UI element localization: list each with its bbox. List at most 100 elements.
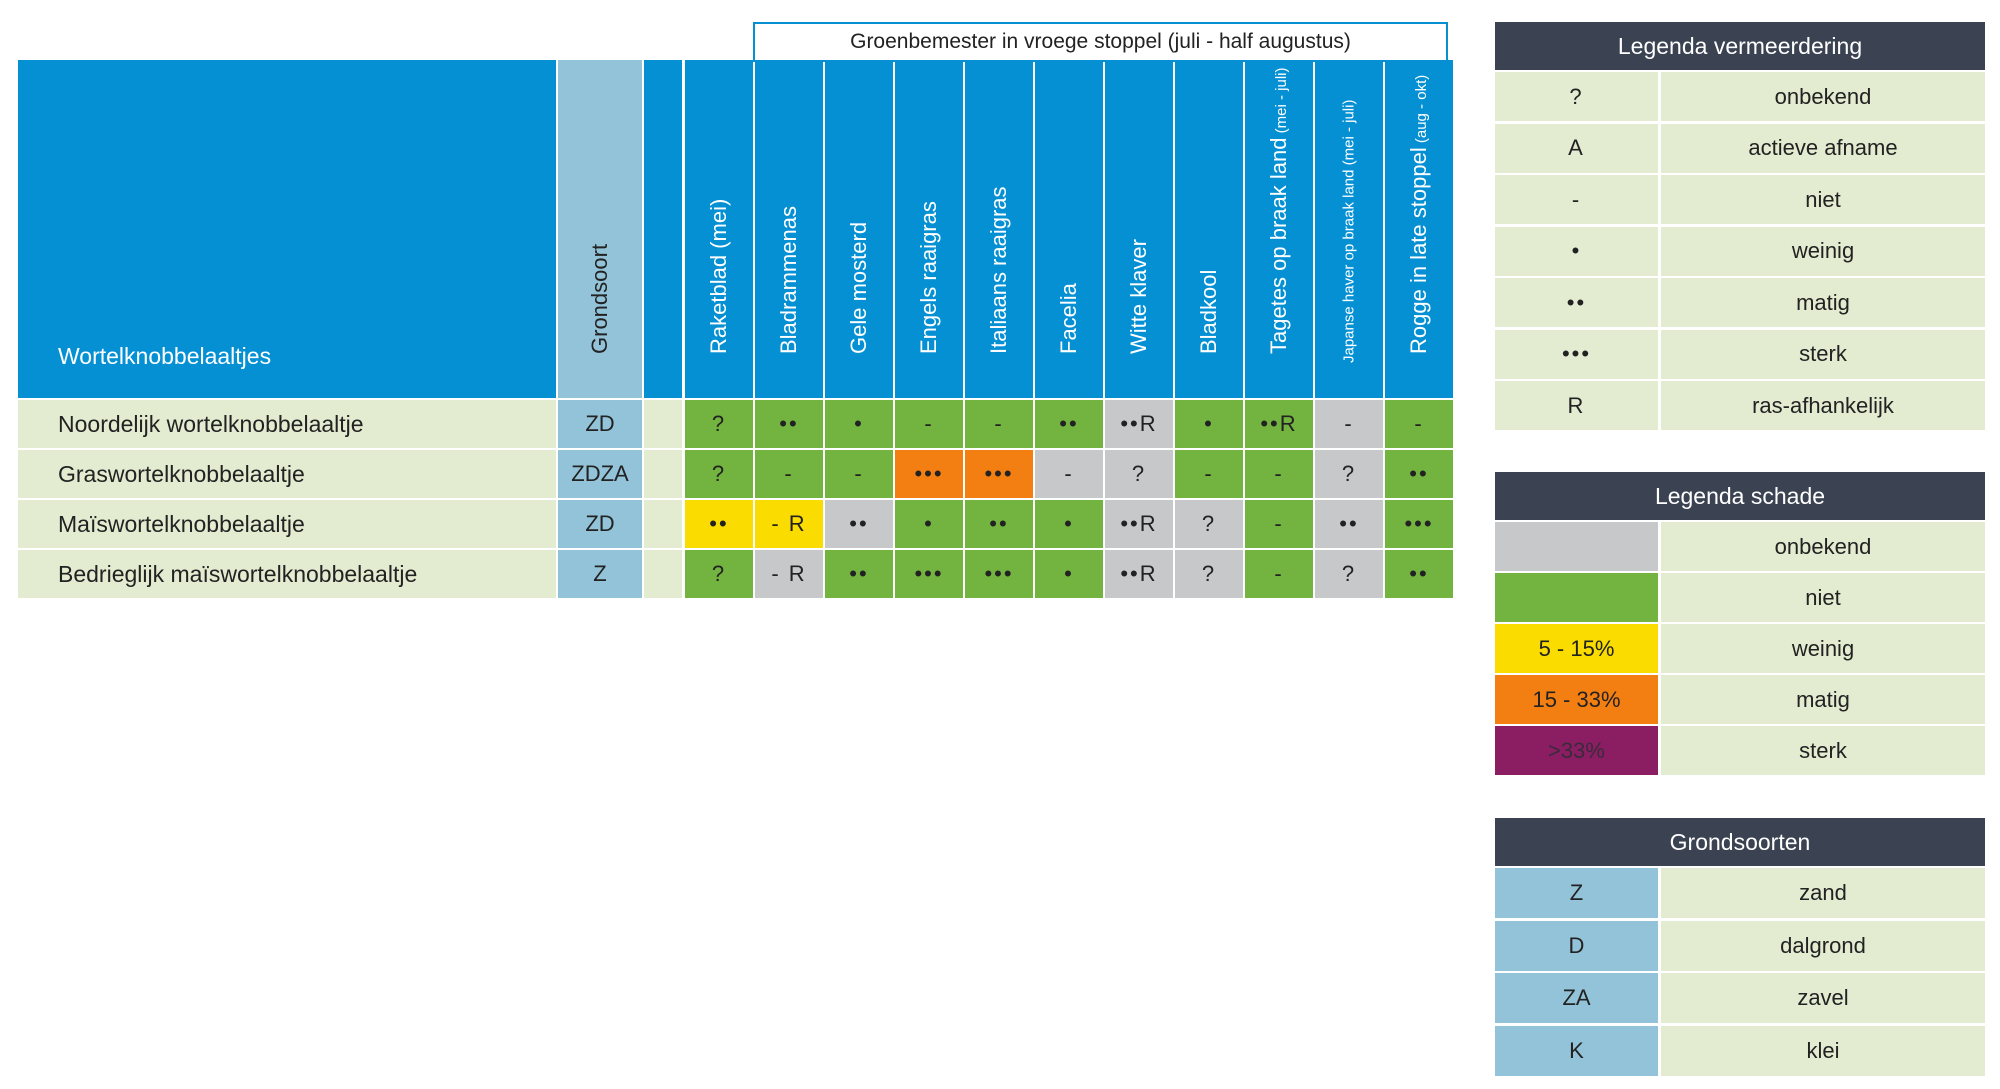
table-cell: ? (1315, 550, 1383, 598)
table-cell: •• (965, 500, 1033, 548)
table-row-soil: ZD (558, 500, 642, 548)
legend-verm-symbol: ? (1495, 72, 1658, 121)
legend-grond-code: Z (1495, 868, 1658, 918)
table-cell: - (1035, 450, 1103, 498)
header-crop-label: Raketblad (mei) (706, 199, 732, 354)
legend-grond-label: zavel (1661, 973, 1985, 1023)
header-crop-label: Bladrammenas (776, 206, 802, 354)
table-cell: - (895, 400, 963, 448)
table-cell: • (1035, 500, 1103, 548)
group-header-box: Groenbemester in vroege stoppel (juli - … (753, 22, 1448, 62)
table-cell: - (1245, 450, 1313, 498)
legend-schade-label: weinig (1661, 624, 1985, 673)
legend-grond-label: klei (1661, 1025, 1985, 1076)
legend-grond-label: zand (1661, 868, 1985, 918)
header-crop: Witte klaver (1105, 60, 1173, 398)
table-cell: ? (685, 450, 753, 498)
header-crop-label: Gele mosterd (846, 222, 872, 354)
legend-verm-symbol: ••• (1495, 329, 1658, 379)
header-crop-sub: (mei - juli) (1273, 67, 1290, 138)
table-cell: ••R (1105, 400, 1173, 448)
legend-grond-code: ZA (1495, 973, 1658, 1023)
table-cell: - (965, 400, 1033, 448)
table-cell: ••• (895, 550, 963, 598)
header-crop-main: Gele mosterd (846, 221, 871, 354)
table-cell: • (1175, 400, 1243, 448)
table-row-name: Bedrieglijk maïswortelknobbelaaltje (18, 550, 556, 598)
legend-verm-label: matig (1661, 278, 1985, 327)
legend-verm-label: niet (1661, 175, 1985, 224)
header-crop: Bladrammenas (755, 60, 823, 398)
header-crop: Raketblad (mei) (685, 60, 753, 398)
header-crop-label: Italiaans raaigras (986, 186, 1012, 354)
table-cell: •• (685, 500, 753, 548)
header-crop: Rogge in late stoppel (aug - okt) (1385, 60, 1453, 398)
header-crop-main: Facelia (1056, 283, 1081, 354)
table-cell: - (755, 450, 823, 498)
header-crop-main: Italiaans raaigras (986, 186, 1011, 354)
table-cell: - (1315, 400, 1383, 448)
table-row-spacer (644, 400, 682, 448)
header-grondsoort-label: Grondsoort (587, 243, 612, 354)
table-cell: •• (825, 550, 893, 598)
table-cell: - (1175, 450, 1243, 498)
table-row-soil: Z (558, 550, 642, 598)
legend-schade-swatch: 15 - 33% (1495, 675, 1658, 724)
table-row-name: Noordelijk wortelknobbelaaltje (18, 400, 556, 448)
legend-verm-symbol: • (1495, 226, 1658, 276)
table-cell: ? (1175, 500, 1243, 548)
table-cell: - (1245, 550, 1313, 598)
table-cell: •• (1385, 450, 1453, 498)
header-crop: Bladkool (1175, 60, 1243, 398)
header-crop-main: Rogge in late stoppel (1406, 147, 1431, 354)
header-crop-label: Engels raaigras (916, 201, 942, 354)
legend-verm-label: sterk (1661, 329, 1985, 379)
table-cell: ••• (965, 450, 1033, 498)
header-crop-label: Facelia (1056, 283, 1082, 354)
header-crop: Facelia (1035, 60, 1103, 398)
table-cell: ••R (1245, 400, 1313, 448)
header-crop-main: Tagetes op braak land (1266, 137, 1291, 355)
header-crop: Tagetes op braak land (mei - juli) (1245, 60, 1313, 398)
table-row-soil: ZDZA (558, 450, 642, 498)
header-crop-main: Japanse haver op braak land (mei - juli) (1340, 99, 1358, 363)
header-crop-label: Witte klaver (1126, 239, 1152, 354)
header-spacer (644, 60, 682, 398)
group-header-label: Groenbemester in vroege stoppel (juli - … (850, 30, 1351, 53)
header-wortelknobbelaaltjes: Wortelknobbelaaltjes (18, 60, 556, 398)
legend-schade-swatch: >33% (1495, 726, 1658, 775)
table-cell: •• (825, 500, 893, 548)
table-cell: ? (685, 550, 753, 598)
header-crop-label: Tagetes op braak land (mei - juli) (1266, 68, 1292, 355)
legend-verm-symbol: - (1495, 175, 1658, 224)
header-crop-main: Bladkool (1196, 269, 1221, 354)
table-row-soil: ZD (558, 400, 642, 448)
table-cell: • (1035, 550, 1103, 598)
header-crop: Gele mosterd (825, 60, 893, 398)
header-crop-main: Witte klaver (1126, 239, 1151, 354)
legend-schade-swatch (1495, 522, 1658, 571)
table-cell: ? (1315, 450, 1383, 498)
header-crop: Engels raaigras (895, 60, 963, 398)
table-cell: •• (1035, 400, 1103, 448)
header-crop-sub: (aug - okt) (1413, 74, 1430, 148)
table-cell: •• (755, 400, 823, 448)
legend-grond-code: D (1495, 920, 1658, 971)
header-crop: Italiaans raaigras (965, 60, 1033, 398)
table-cell: ••R (1105, 550, 1173, 598)
header-grondsoort-rot: Grondsoort (558, 60, 642, 398)
legend-schade-label: sterk (1661, 726, 1985, 775)
table-cell: - (825, 450, 893, 498)
table-cell: •• (1315, 500, 1383, 548)
header-crop-label: Japanse haver op braak land (mei - juli) (1341, 100, 1358, 363)
table-row-spacer (644, 500, 682, 548)
legend-schade-label: onbekend (1661, 522, 1985, 571)
table-cell: • (825, 400, 893, 448)
table-cell: • (895, 500, 963, 548)
legend-schade-swatch (1495, 573, 1658, 622)
legend-vermeerdering-title: Legenda vermeerdering (1495, 22, 1985, 70)
table-cell: ? (1175, 550, 1243, 598)
table-cell: •• (1385, 550, 1453, 598)
table-cell: ••• (895, 450, 963, 498)
table-cell: ••• (965, 550, 1033, 598)
